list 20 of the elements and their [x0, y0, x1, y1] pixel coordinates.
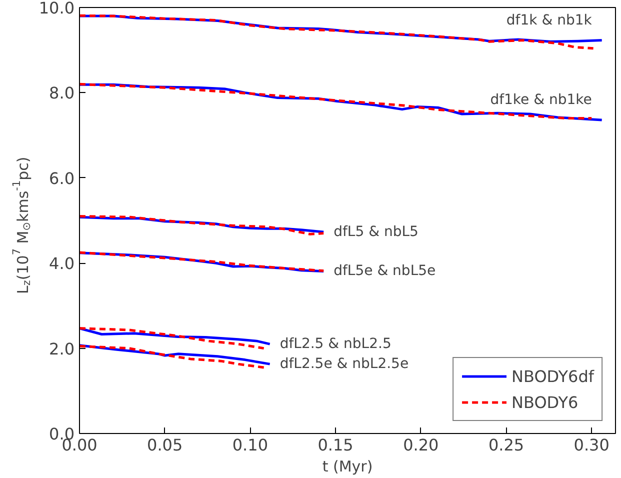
- x-tick-label: 0.30: [574, 436, 610, 454]
- y-tick-label: 8.0: [49, 84, 75, 103]
- annotation: df1k & nb1k: [506, 12, 593, 28]
- x-tick-label: 0.25: [488, 436, 524, 454]
- annotation: dfL2.5e & nbL2.5e: [280, 356, 409, 372]
- annotation: dfL2.5 & nbL2.5: [280, 336, 392, 352]
- x-tick-label: 0.20: [403, 436, 439, 454]
- x-tick-label: 0.05: [147, 436, 183, 454]
- x-tick-label: 0.15: [318, 436, 354, 454]
- x-tick-label: 0.10: [232, 436, 268, 454]
- legend-label: NBODY6df: [512, 366, 594, 386]
- annotation: dfL5e & nbL5e: [334, 263, 436, 280]
- y-tick-label: 2.0: [49, 339, 75, 358]
- annotation: dfL5 & nbL5: [334, 224, 418, 240]
- y-tick-label: 6.0: [49, 168, 75, 188]
- y-tick-label: 4.0: [49, 254, 75, 274]
- legend-label: NBODY6: [512, 392, 578, 412]
- x-axis-title: t (Myr): [322, 458, 373, 476]
- y-tick-label: 10.0: [38, 0, 74, 18]
- annotation: df1ke & nb1ke: [490, 92, 592, 108]
